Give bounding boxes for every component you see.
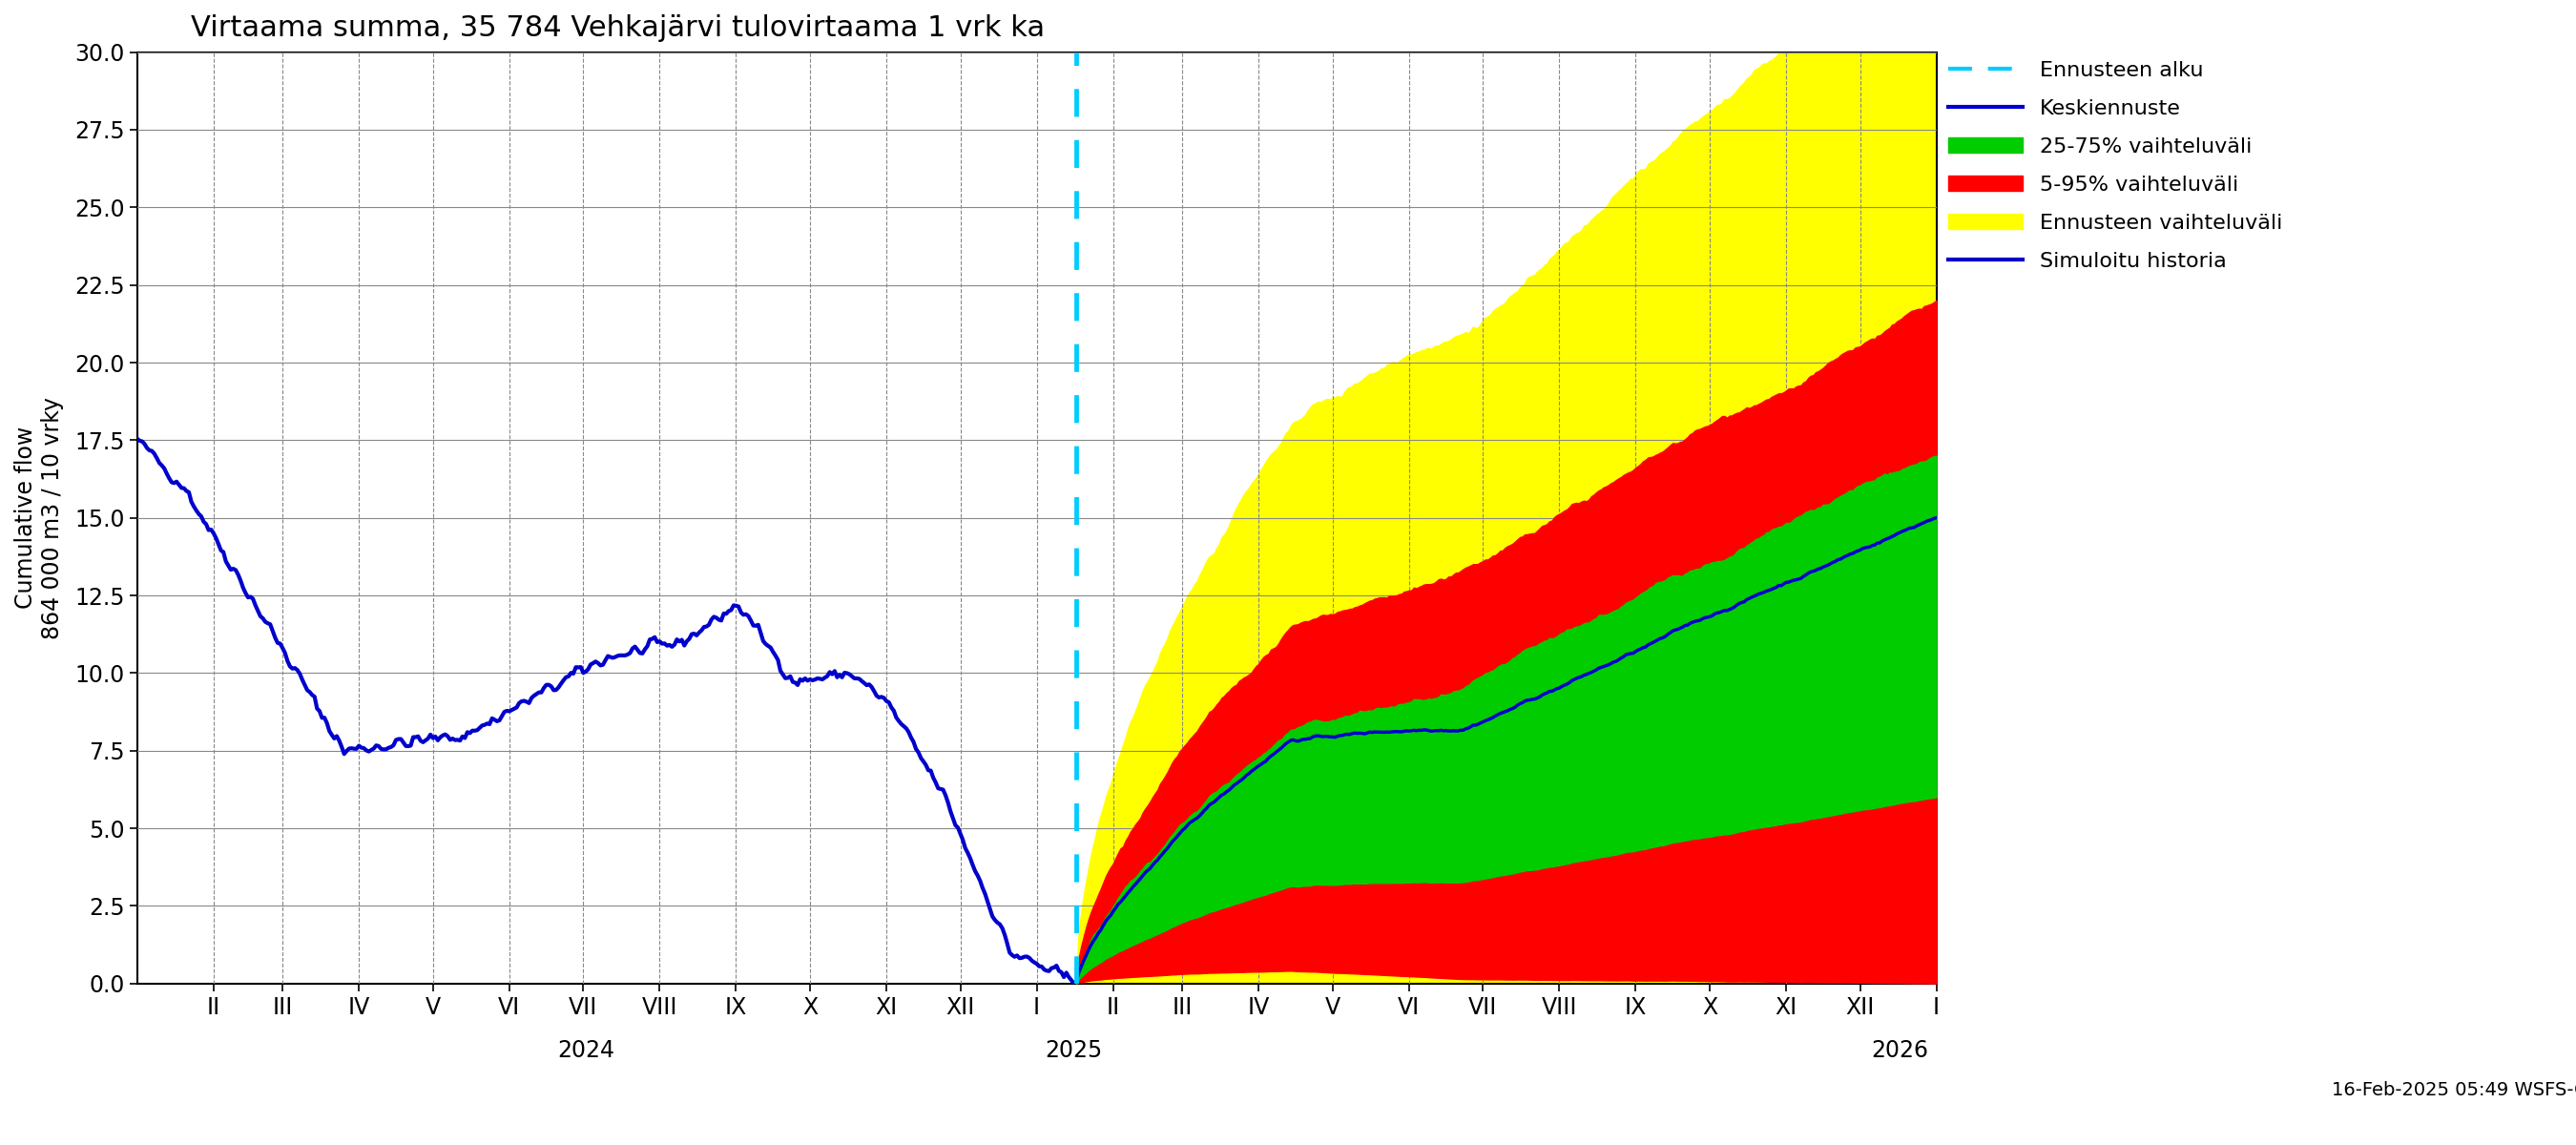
Y-axis label: Cumulative flow
864 000 m3 / 10 vrky: Cumulative flow 864 000 m3 / 10 vrky: [15, 396, 64, 639]
Text: Virtaama summa, 35 784 Vehkajärvi tulovirtaama 1 vrk ka: Virtaama summa, 35 784 Vehkajärvi tulovi…: [191, 14, 1046, 42]
Text: 2024: 2024: [556, 1040, 613, 1063]
Legend: Ennusteen alku, Keskiennuste, 25-75% vaihteluväli, 5-95% vaihteluväli, Ennusteen: Ennusteen alku, Keskiennuste, 25-75% vai…: [1940, 53, 2290, 279]
Text: 16-Feb-2025 05:49 WSFS-O: 16-Feb-2025 05:49 WSFS-O: [2331, 1081, 2576, 1099]
Text: 2025: 2025: [1046, 1040, 1103, 1063]
Text: 2026: 2026: [1870, 1040, 1927, 1063]
